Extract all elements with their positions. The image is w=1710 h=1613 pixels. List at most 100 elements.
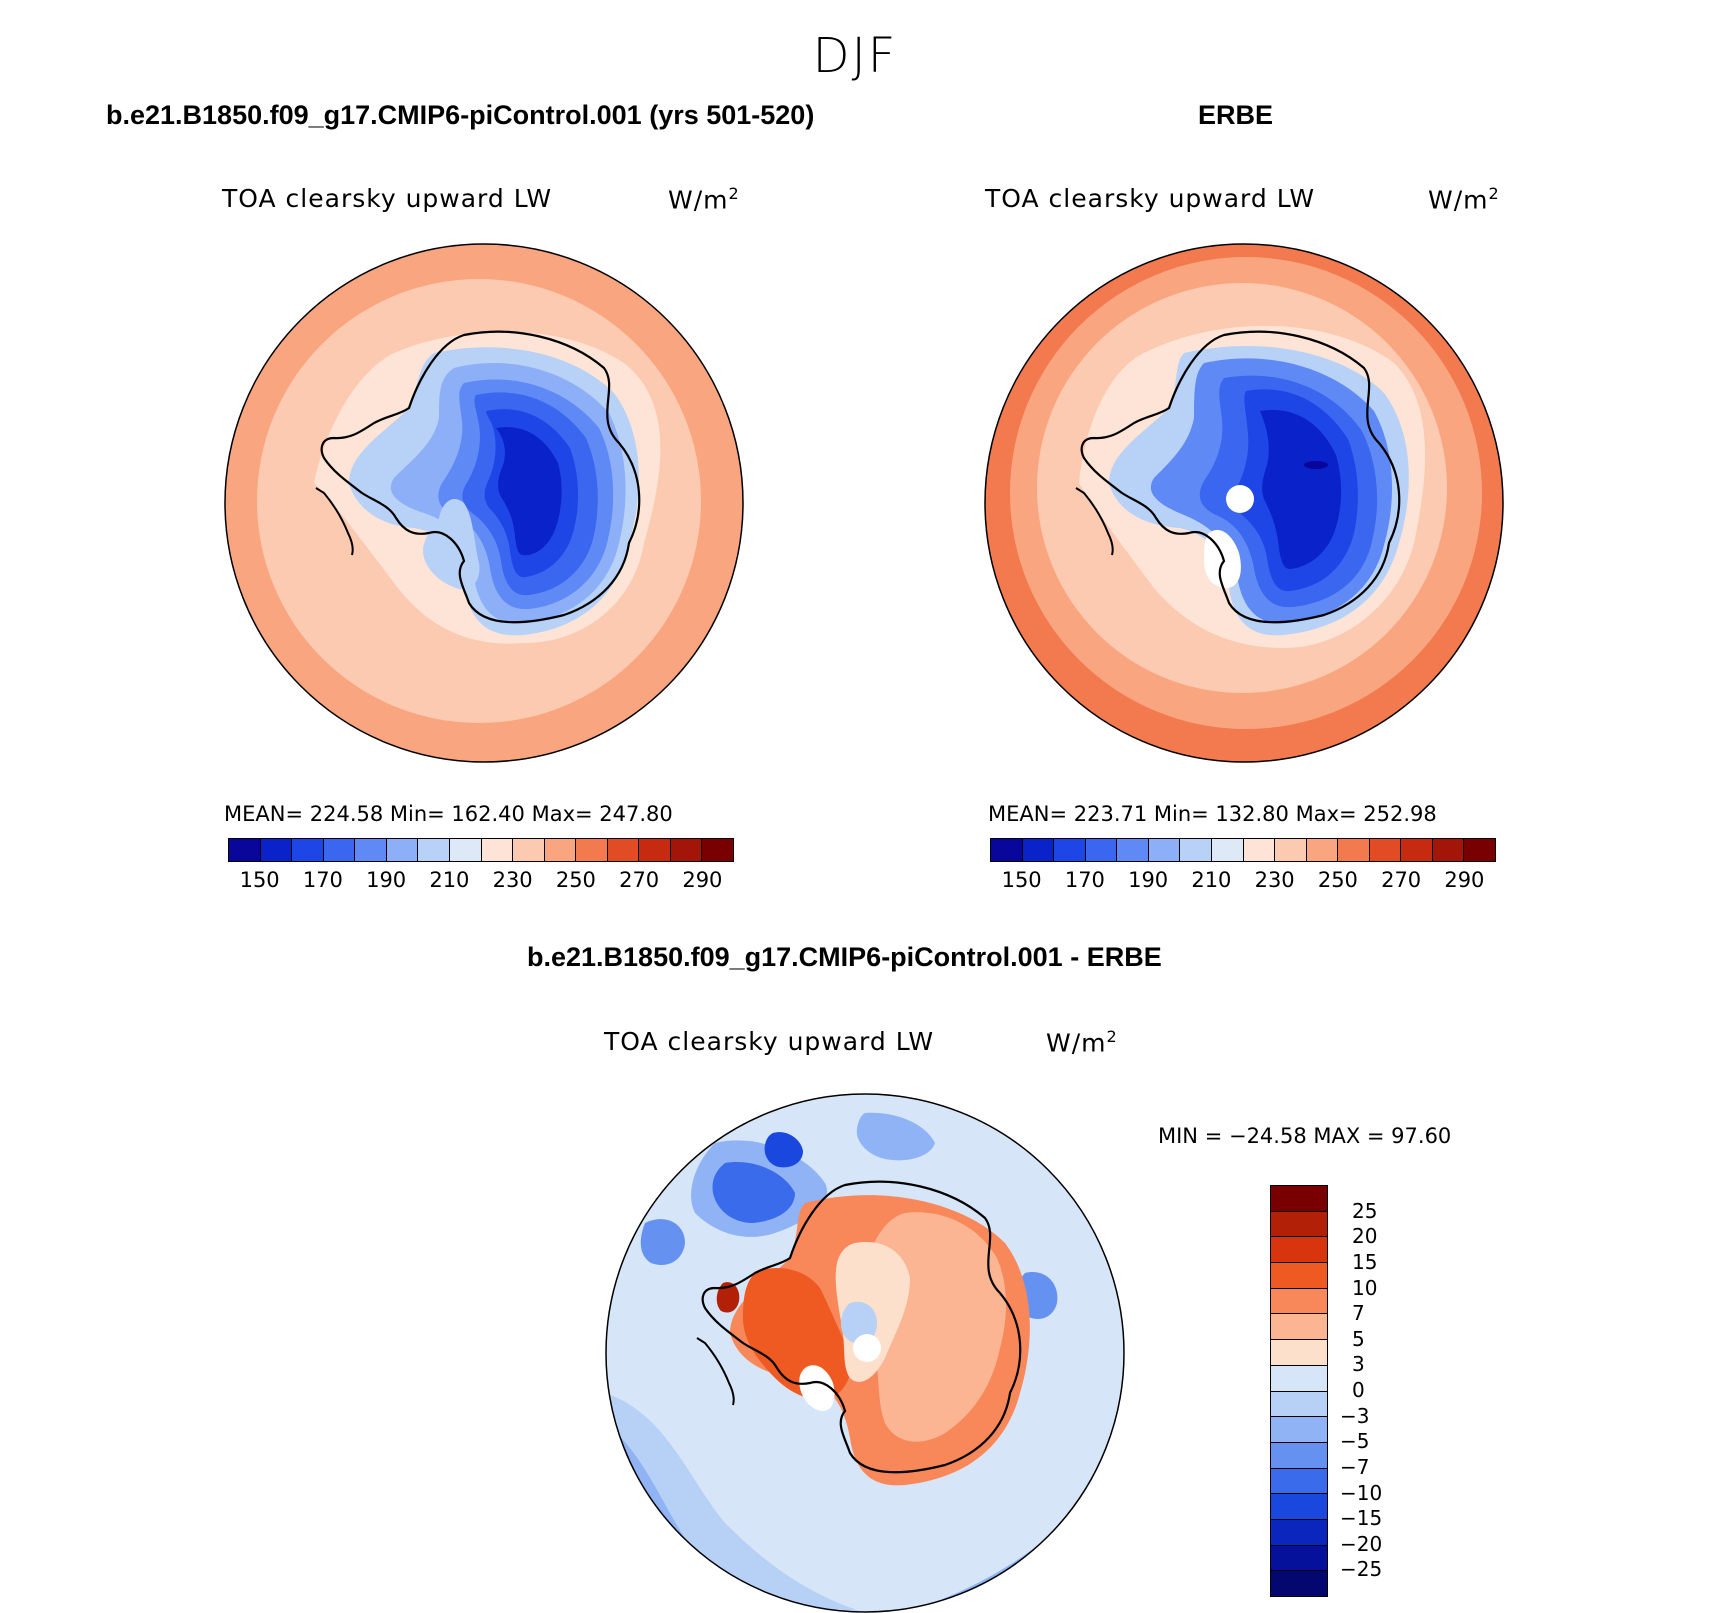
panel-1-variable: TOA clearsky upward LW xyxy=(222,184,553,213)
colorbar-swatch xyxy=(607,839,640,861)
panel-1-colorbar: 150 170 190 210 230 250 270 290 xyxy=(228,838,734,892)
colorbar-tick-label: −10 xyxy=(1340,1480,1383,1505)
colorbar-swatch xyxy=(576,839,608,861)
colorbar-swatch xyxy=(1271,1545,1327,1572)
panel-2-map xyxy=(984,243,1504,763)
colorbar-tick-label: −5 xyxy=(1340,1429,1370,1454)
panel-3-variable: TOA clearsky upward LW xyxy=(604,1027,935,1056)
colorbar-tick-label: 20 xyxy=(1352,1224,1378,1249)
figure-title: DJF xyxy=(812,28,898,84)
colorbar-tick-label: −25 xyxy=(1340,1557,1383,1582)
panel-2-units: W/m2 xyxy=(1428,184,1500,215)
panel-1-map xyxy=(224,243,744,763)
colorbar-swatch xyxy=(639,839,671,861)
colorbar-swatch xyxy=(1271,1391,1327,1418)
panel-2-title: ERBE xyxy=(1198,100,1274,130)
panel-1-units: W/m2 xyxy=(668,184,740,215)
panel-3-colorbar xyxy=(1270,1185,1328,1609)
patch-plus10 xyxy=(743,1268,852,1400)
colorbar-swatch xyxy=(1275,839,1307,861)
colorbar-tick-label: 230 xyxy=(492,868,533,892)
map-boundary xyxy=(224,243,744,763)
peninsula-coast xyxy=(315,487,354,556)
colorbar-tick-label: 190 xyxy=(366,868,407,892)
patch-minus10 xyxy=(712,1162,795,1223)
colorbar-swatch xyxy=(1117,839,1149,861)
pole-hole xyxy=(1226,485,1254,513)
colorbar-swatch xyxy=(1271,1468,1327,1495)
colorbar-swatch xyxy=(260,839,293,861)
colorbar-swatch xyxy=(1306,839,1339,861)
antarctic-coastline xyxy=(1080,330,1401,624)
colorbar-swatch xyxy=(1211,839,1244,861)
panel-2-variable: TOA clearsky upward LW xyxy=(985,184,1316,213)
colorbar-tick-label: 270 xyxy=(1381,868,1422,892)
panel-3-colorbar-labels: 25 20 15 10 7 5 3 0 −3 −5 −7 −10 −15 −20 −25 xyxy=(1340,1185,1420,1595)
colorbar-swatch xyxy=(323,839,356,861)
panel-3-title: b.e21.B1850.f09_g17.CMIP6-piControl.001 … xyxy=(527,942,1162,972)
colorbar-swatch xyxy=(1271,1442,1327,1469)
ross-sea xyxy=(423,498,480,590)
colorbar-swatch xyxy=(1464,839,1495,861)
colorbar-tick-label: −3 xyxy=(1340,1403,1370,1428)
colorbar-swatch xyxy=(1022,839,1055,861)
patch-plus20 xyxy=(716,1282,740,1313)
colorbar-swatch xyxy=(1271,1365,1327,1392)
peninsula-coast xyxy=(696,1337,735,1406)
colorbar-swatch xyxy=(449,839,482,861)
colorbar-tick-label: 150 xyxy=(239,868,280,892)
panel-1-stats: MEAN= 224.58 Min= 162.40 Max= 247.80 xyxy=(224,802,673,826)
colorbar-swatch xyxy=(513,839,545,861)
pole-hole xyxy=(853,1334,881,1362)
colorbar-swatch xyxy=(1271,1211,1327,1238)
colorbar-swatch xyxy=(481,839,514,861)
colorbar-swatch xyxy=(1271,1186,1327,1212)
peninsula-coast xyxy=(1075,487,1114,556)
colorbar-tick-label: 0 xyxy=(1352,1378,1365,1402)
colorbar-swatch xyxy=(1369,839,1402,861)
colorbar-tick-label: −20 xyxy=(1340,1531,1383,1556)
colorbar-swatch xyxy=(1243,839,1276,861)
colorbar-tick-label: 25 xyxy=(1352,1198,1378,1223)
colorbar-swatch xyxy=(1271,1571,1327,1596)
colorbar-swatch xyxy=(229,839,261,861)
colorbar-tick-label: −7 xyxy=(1340,1454,1370,1479)
panel-2-colorbar: 150 170 190 210 230 250 270 290 xyxy=(990,838,1496,892)
colorbar-tick-label: 5 xyxy=(1352,1326,1365,1351)
band-165 xyxy=(1260,409,1342,569)
antarctic-coastline xyxy=(320,330,641,624)
colorbar-swatch xyxy=(1271,1288,1327,1315)
colorbar-swatch xyxy=(1271,1494,1327,1520)
colorbar-tick-label: 210 xyxy=(1191,868,1232,892)
antarctic-coastline xyxy=(701,1180,1022,1474)
colorbar-tick-label: 250 xyxy=(1317,868,1358,892)
band-155 xyxy=(1304,461,1328,469)
panel-1-title: b.e21.B1850.f09_g17.CMIP6-piControl.001 … xyxy=(106,100,815,130)
colorbar-tick-label: 190 xyxy=(1128,868,1169,892)
colorbar-tick-label: 15 xyxy=(1352,1249,1378,1274)
colorbar-tick-label: 270 xyxy=(619,868,660,892)
colorbar-tick-label: 3 xyxy=(1352,1352,1365,1377)
colorbar-swatch xyxy=(1338,839,1370,861)
colorbar-tick-label: 290 xyxy=(1444,868,1485,892)
colorbar-tick-label: 230 xyxy=(1254,868,1295,892)
colorbar-swatch xyxy=(1085,839,1118,861)
colorbar-swatch xyxy=(292,839,324,861)
colorbar-swatch xyxy=(418,839,450,861)
colorbar-swatch xyxy=(670,839,703,861)
colorbar-tick-label: 170 xyxy=(302,868,343,892)
colorbar-swatch xyxy=(544,839,577,861)
patch-minus15 xyxy=(764,1132,803,1168)
colorbar-swatch xyxy=(1271,1314,1327,1341)
colorbar-tick-label: −15 xyxy=(1340,1506,1383,1531)
panel-3-units: W/m2 xyxy=(1046,1027,1118,1058)
panel-3-stats: MIN = −24.58 MAX = 97.60 xyxy=(1158,1124,1452,1148)
colorbar-swatch xyxy=(1271,1237,1327,1264)
colorbar-swatch xyxy=(1180,839,1212,861)
colorbar-swatch xyxy=(1271,1263,1327,1289)
patch-minus5-d xyxy=(856,1112,935,1161)
colorbar-swatch xyxy=(1271,1340,1327,1366)
colorbar-tick-label: 7 xyxy=(1352,1301,1365,1326)
colorbar-swatch xyxy=(355,839,387,861)
patch-minus3-pole xyxy=(840,1301,877,1344)
